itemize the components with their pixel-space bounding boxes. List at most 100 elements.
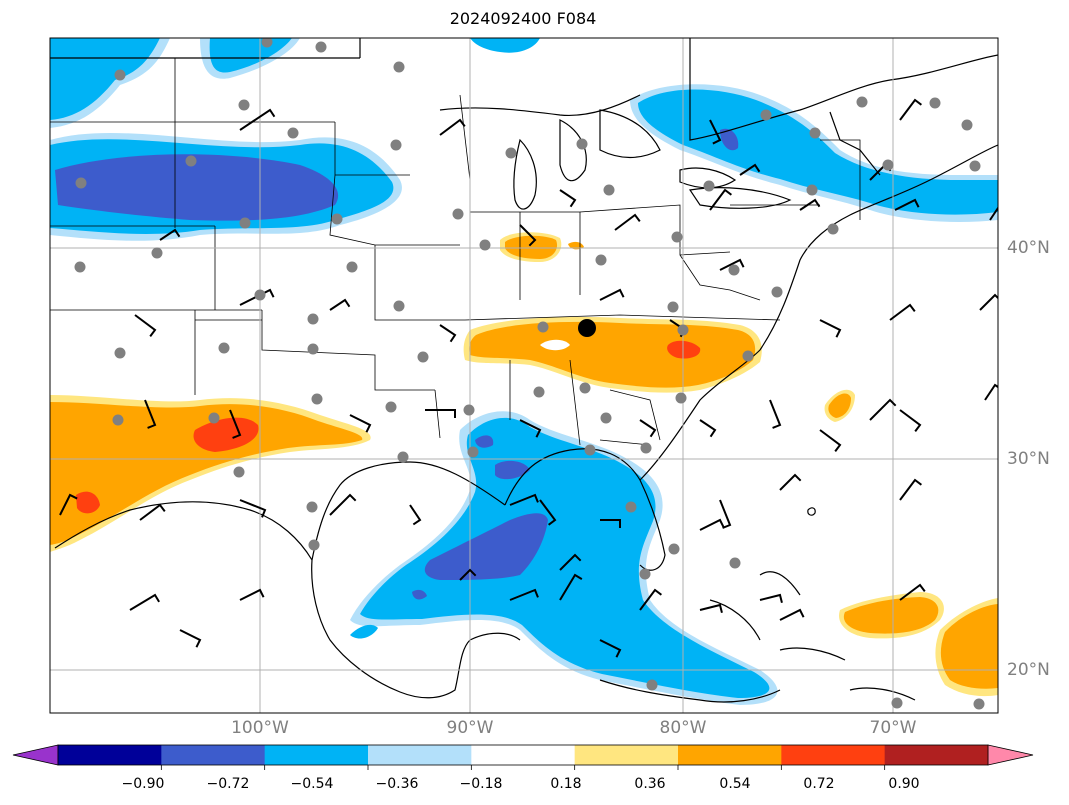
wind-barb bbox=[989, 206, 998, 221]
wind-barb bbox=[889, 303, 916, 321]
station-dot bbox=[973, 698, 985, 710]
wind-barb bbox=[899, 478, 922, 501]
wind-barb bbox=[719, 499, 732, 529]
station-dot bbox=[467, 446, 479, 458]
station-dot bbox=[390, 139, 402, 151]
station-dot bbox=[891, 697, 903, 709]
lat-label-20n: 20°N bbox=[1007, 660, 1050, 680]
wind-barb bbox=[894, 198, 920, 211]
wind-barb bbox=[519, 224, 537, 247]
station-dot bbox=[452, 208, 464, 220]
station-dot bbox=[208, 412, 220, 424]
station-dot bbox=[703, 180, 715, 192]
wind-barb bbox=[559, 553, 582, 571]
station-dot bbox=[74, 261, 86, 273]
wind-barbs bbox=[59, 98, 998, 658]
station-dot bbox=[537, 321, 549, 333]
wind-barb bbox=[239, 499, 267, 518]
colorbar-tick-label: −0.90 bbox=[121, 776, 165, 792]
station-dot bbox=[584, 444, 596, 456]
station-dot bbox=[640, 442, 652, 454]
station-dot bbox=[579, 382, 591, 394]
wind-barb bbox=[129, 593, 160, 611]
wind-barb bbox=[739, 163, 761, 176]
wind-barb bbox=[134, 314, 157, 337]
colorbar-segment bbox=[781, 745, 886, 765]
wind-barb bbox=[899, 583, 926, 601]
lon-label-70w: 70°W bbox=[869, 718, 917, 738]
wind-barb bbox=[899, 409, 922, 432]
wind-barb bbox=[519, 419, 542, 438]
wind-barb bbox=[719, 258, 745, 271]
wind-barb bbox=[869, 398, 897, 421]
wind-barb bbox=[329, 493, 357, 516]
station-dot bbox=[151, 247, 163, 259]
station-dot bbox=[479, 239, 491, 251]
station-dot bbox=[218, 342, 230, 354]
colorbar-tick-label: 0.54 bbox=[719, 776, 751, 792]
map-area[interactable] bbox=[50, 37, 1007, 714]
colorbar-tick-label: 0.36 bbox=[634, 776, 666, 792]
station-dot bbox=[806, 184, 818, 196]
colorbar-extend-min bbox=[12, 744, 59, 766]
colorbar-segment bbox=[58, 745, 162, 765]
station-dot bbox=[254, 289, 266, 301]
wind-barb bbox=[899, 98, 922, 121]
wind-barb bbox=[639, 588, 662, 611]
station-dot bbox=[185, 155, 197, 167]
wind-barb bbox=[539, 499, 557, 526]
station-dot bbox=[856, 96, 868, 108]
lon-label-100w: 100°W bbox=[231, 718, 289, 738]
station-dot bbox=[308, 539, 320, 551]
selected-point-marker[interactable] bbox=[578, 319, 596, 337]
wind-barb bbox=[409, 504, 422, 526]
colorbar-segment bbox=[884, 745, 989, 765]
station-dot bbox=[677, 324, 689, 336]
station-dot bbox=[114, 347, 126, 359]
station-dot bbox=[397, 451, 409, 463]
station-dot bbox=[809, 127, 821, 139]
station-dot bbox=[315, 41, 327, 53]
wind-barb bbox=[759, 593, 783, 604]
wind-barb bbox=[425, 409, 456, 418]
station-dot bbox=[239, 217, 251, 229]
station-dot bbox=[827, 223, 839, 235]
wind-barb bbox=[459, 568, 477, 581]
wind-barb bbox=[699, 518, 725, 531]
station-dot bbox=[961, 119, 973, 131]
station-dot bbox=[728, 264, 740, 276]
wind-barb bbox=[139, 503, 166, 521]
colorbar-extend-max bbox=[987, 744, 1034, 766]
colorbar-segment bbox=[471, 745, 576, 765]
station-dot bbox=[311, 393, 323, 405]
wind-barb bbox=[599, 288, 625, 301]
colorbar-segment bbox=[368, 745, 472, 765]
colorbar-tick-label: 0.18 bbox=[550, 776, 582, 792]
wind-barb bbox=[779, 473, 802, 491]
colorbar-tick-label: −0.72 bbox=[206, 776, 250, 792]
wind-barb bbox=[229, 409, 242, 439]
colorbar-segment bbox=[264, 745, 369, 765]
wind-barb bbox=[819, 319, 842, 338]
wind-barb bbox=[639, 419, 657, 438]
wind-barb bbox=[779, 608, 805, 621]
colorbar-segment bbox=[678, 745, 782, 765]
station-dot bbox=[331, 213, 343, 225]
station-dot bbox=[505, 147, 517, 159]
station-dot bbox=[114, 69, 126, 81]
map-title: 2024092400 F084 bbox=[449, 9, 597, 28]
wind-barb bbox=[509, 493, 539, 506]
wind-barb bbox=[819, 429, 842, 452]
colorbar bbox=[12, 744, 1034, 770]
station-dot bbox=[307, 313, 319, 325]
station-dot bbox=[729, 557, 741, 569]
graticule bbox=[50, 38, 998, 713]
station-dot bbox=[261, 38, 273, 48]
colorbar-tick-label: −0.54 bbox=[290, 776, 334, 792]
wind-barb bbox=[179, 629, 202, 648]
colorbar-tick-label: 0.72 bbox=[803, 776, 835, 792]
station-markers bbox=[74, 38, 985, 710]
station-dot bbox=[671, 231, 683, 243]
positive-anomaly-fill bbox=[50, 232, 998, 697]
